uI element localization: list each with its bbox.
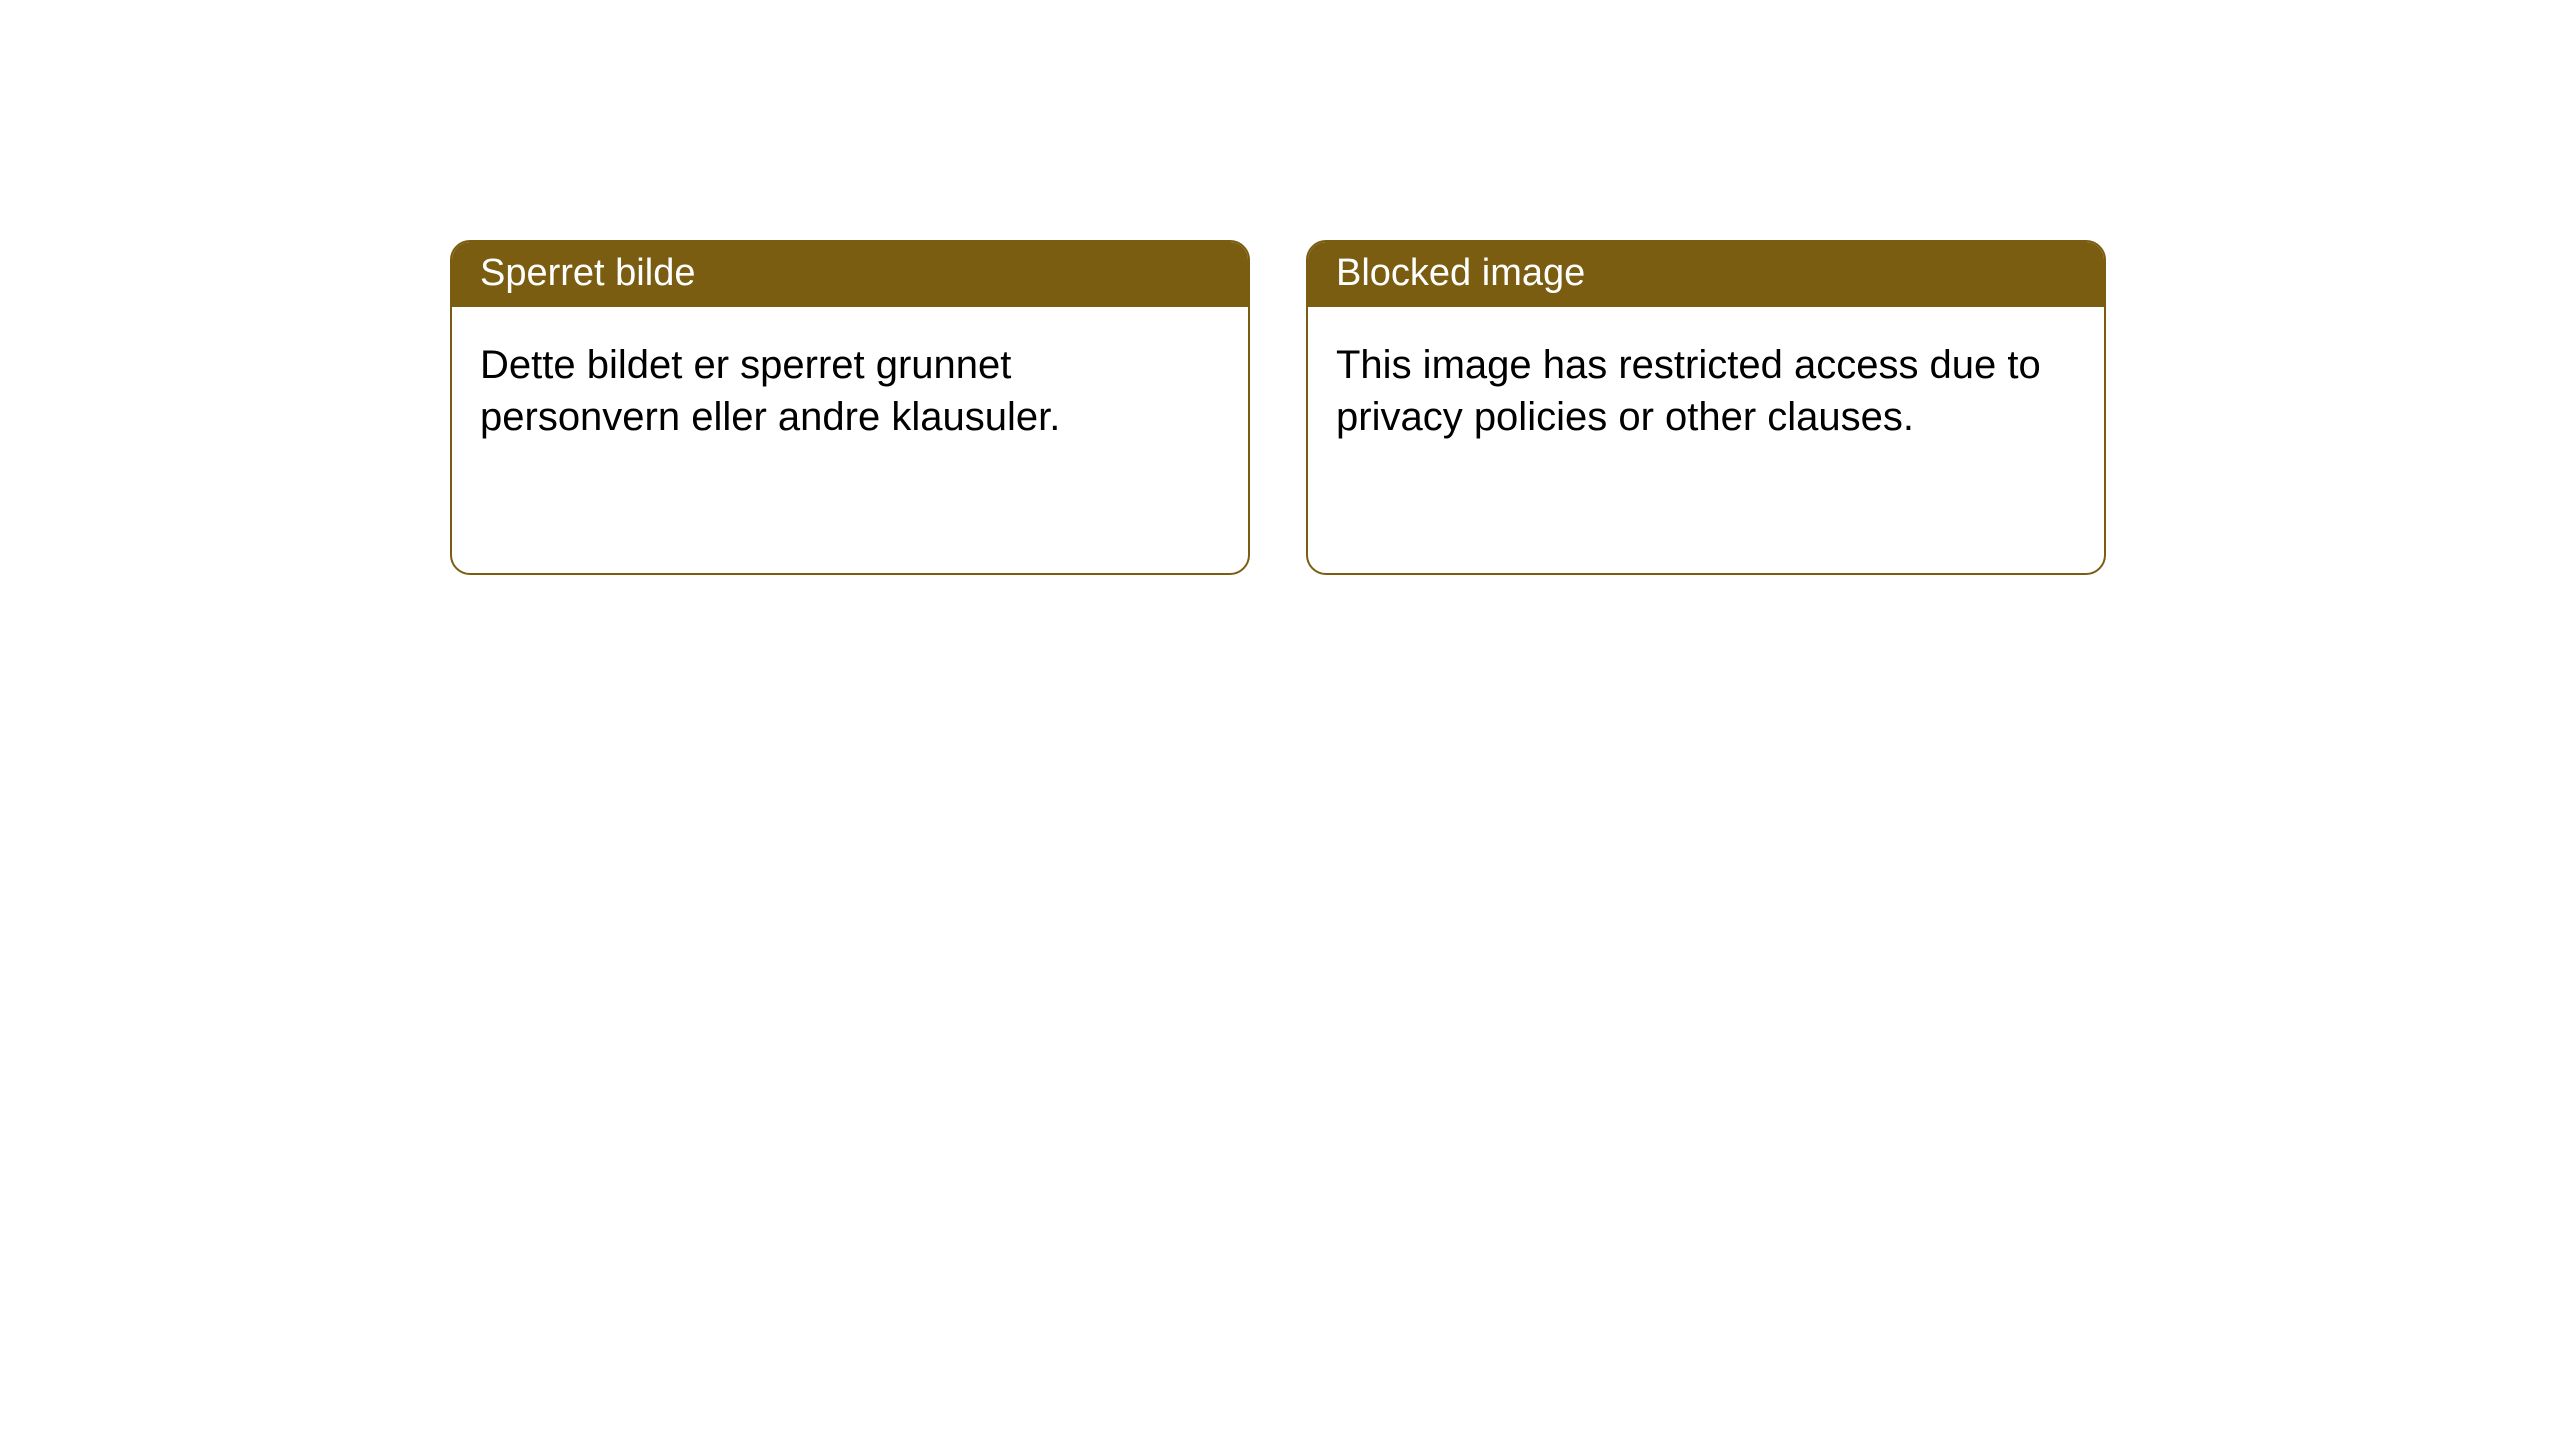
notice-body: Dette bildet er sperret grunnet personve…: [452, 307, 1248, 475]
notice-header: Blocked image: [1308, 242, 2104, 307]
notice-container: Sperret bilde Dette bildet er sperret gr…: [0, 0, 2560, 575]
notice-card-norwegian: Sperret bilde Dette bildet er sperret gr…: [450, 240, 1250, 575]
notice-card-english: Blocked image This image has restricted …: [1306, 240, 2106, 575]
notice-body: This image has restricted access due to …: [1308, 307, 2104, 475]
notice-header: Sperret bilde: [452, 242, 1248, 307]
